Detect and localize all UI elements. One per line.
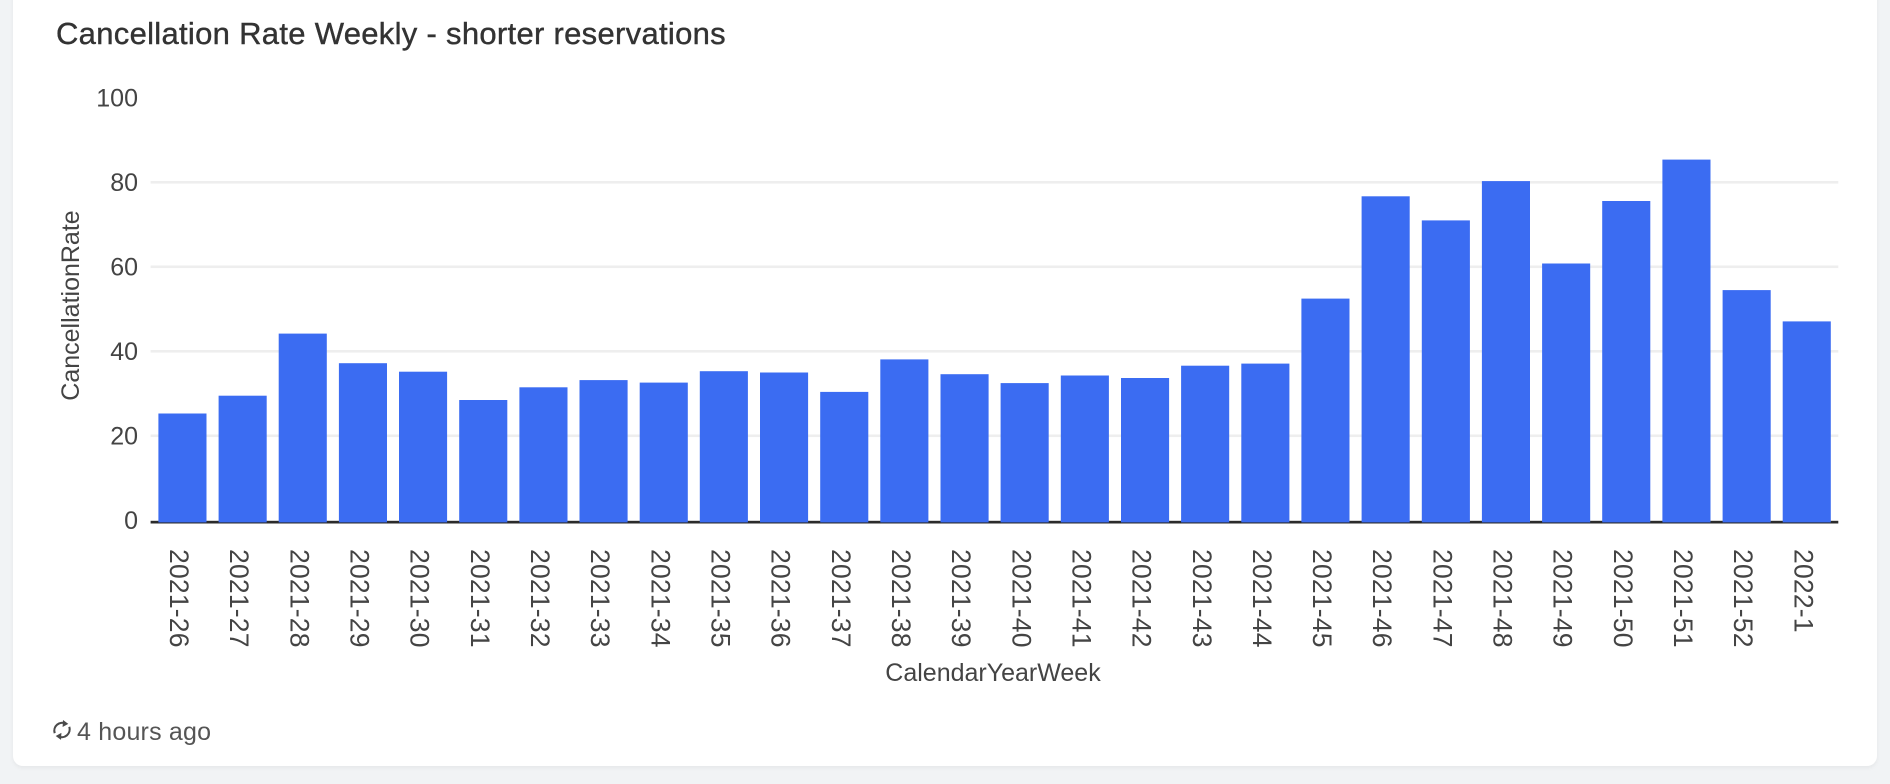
- svg-text:2021-29: 2021-29: [345, 549, 375, 648]
- svg-text:CalendarYearWeek: CalendarYearWeek: [885, 659, 1101, 687]
- svg-text:40: 40: [110, 338, 138, 366]
- svg-text:2021-51: 2021-51: [1668, 549, 1698, 648]
- svg-text:100: 100: [96, 85, 138, 113]
- svg-text:2021-36: 2021-36: [766, 549, 796, 648]
- svg-text:2021-26: 2021-26: [164, 549, 194, 648]
- svg-text:2021-35: 2021-35: [706, 549, 736, 648]
- svg-text:2021-38: 2021-38: [886, 549, 916, 648]
- svg-text:2021-46: 2021-46: [1367, 549, 1397, 648]
- svg-text:2021-49: 2021-49: [1548, 549, 1578, 648]
- svg-text:2021-39: 2021-39: [946, 549, 976, 648]
- svg-text:2021-48: 2021-48: [1488, 549, 1518, 648]
- svg-text:0: 0: [124, 507, 138, 535]
- svg-text:80: 80: [110, 169, 138, 197]
- svg-text:CancellationRate: CancellationRate: [57, 210, 85, 400]
- svg-text:2021-33: 2021-33: [585, 549, 615, 648]
- svg-text:2021-40: 2021-40: [1006, 549, 1036, 648]
- svg-text:2021-52: 2021-52: [1728, 549, 1758, 648]
- svg-text:60: 60: [110, 254, 138, 282]
- svg-text:2021-37: 2021-37: [826, 549, 856, 648]
- svg-text:20: 20: [110, 423, 138, 451]
- svg-text:2021-28: 2021-28: [284, 549, 314, 648]
- svg-text:2021-50: 2021-50: [1608, 549, 1638, 648]
- svg-text:2021-44: 2021-44: [1247, 549, 1277, 648]
- svg-text:2021-32: 2021-32: [525, 549, 555, 648]
- svg-text:2021-45: 2021-45: [1307, 549, 1337, 648]
- svg-text:2021-47: 2021-47: [1427, 549, 1457, 648]
- svg-text:2021-30: 2021-30: [405, 549, 435, 648]
- svg-text:2021-27: 2021-27: [224, 549, 254, 648]
- svg-text:2021-42: 2021-42: [1127, 549, 1157, 648]
- svg-text:2021-34: 2021-34: [645, 549, 675, 648]
- svg-text:2021-31: 2021-31: [465, 549, 495, 648]
- svg-text:2021-43: 2021-43: [1187, 549, 1217, 648]
- svg-text:2022-1: 2022-1: [1788, 549, 1818, 633]
- svg-text:2021-41: 2021-41: [1066, 549, 1096, 648]
